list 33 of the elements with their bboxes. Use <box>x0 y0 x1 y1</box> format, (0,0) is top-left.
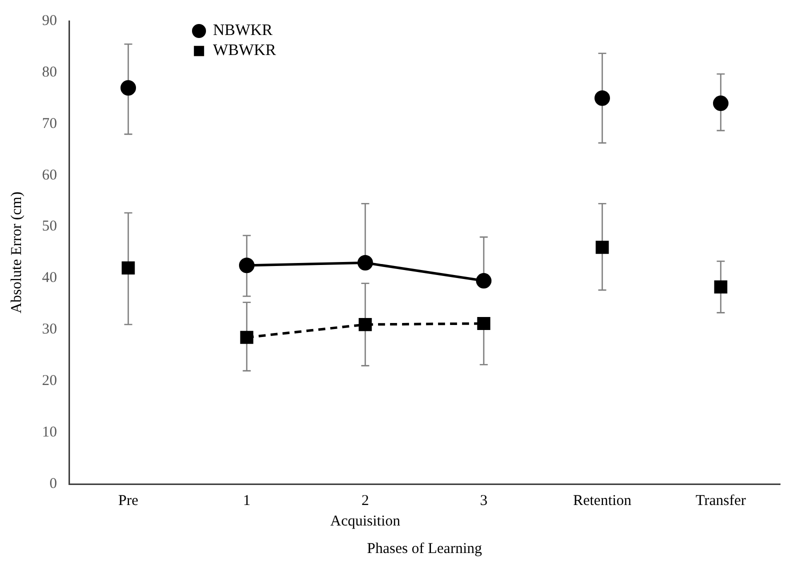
point <box>477 316 490 330</box>
x-tick-label: Pre <box>118 492 139 509</box>
x-tick-label: Transfer <box>696 492 746 509</box>
y-tick-label: 10 <box>42 424 57 440</box>
point <box>239 258 254 274</box>
x-axis-title: Phases of Learning <box>367 540 482 557</box>
x-tick-label: Retention <box>573 492 632 509</box>
x-tick-label: 1 <box>243 492 250 509</box>
point <box>714 280 728 294</box>
y-tick-label: 70 <box>42 116 57 132</box>
point <box>594 90 610 106</box>
y-tick-label: 90 <box>42 12 57 29</box>
point <box>240 330 254 344</box>
y-tick-label: 40 <box>42 270 57 286</box>
x-tick-label: 3 <box>480 492 488 509</box>
x-tick-label: 2 <box>362 492 369 509</box>
y-tick-label: 30 <box>42 322 57 338</box>
legend-label: NBWKR <box>213 22 273 40</box>
y-tick-label: 60 <box>42 167 57 184</box>
text: Acquisition <box>330 513 401 530</box>
y-tick-label: 0 <box>50 476 57 492</box>
y-tick-label: 50 <box>42 218 57 235</box>
point <box>596 240 609 254</box>
point <box>122 261 135 274</box>
point <box>713 96 728 112</box>
y-axis-title: Absolute Error (cm) <box>8 192 25 314</box>
point <box>120 80 136 96</box>
y-tick-label: 80 <box>42 64 57 80</box>
y-tick-label: 20 <box>42 373 57 390</box>
point <box>358 318 372 332</box>
point <box>358 255 373 271</box>
point <box>476 273 492 289</box>
legend-label: WBWKR <box>213 42 276 60</box>
